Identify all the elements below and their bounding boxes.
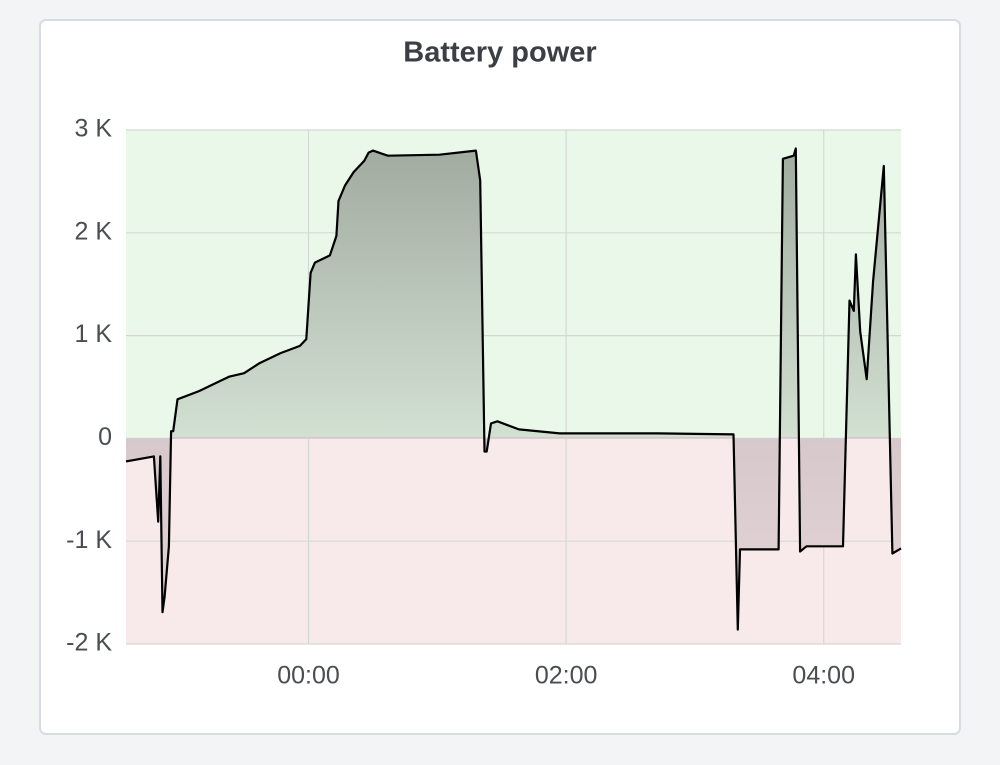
- x-tick-label: 02:00: [535, 662, 598, 690]
- y-tick-label: -1 K: [66, 526, 112, 554]
- line: [125, 147, 902, 631]
- chart-title: Battery power: [403, 37, 596, 69]
- y-tick-label: 1 K: [74, 320, 112, 348]
- y-tick-label: 3 K: [74, 115, 112, 143]
- y-tick-label: 0: [98, 423, 112, 451]
- y-tick-label: 2 K: [74, 217, 112, 245]
- area: [126, 148, 901, 630]
- y-tick-label: -2 K: [66, 629, 112, 657]
- x-tick-label: 00:00: [277, 662, 340, 690]
- x-tick-label: 04:00: [792, 662, 855, 690]
